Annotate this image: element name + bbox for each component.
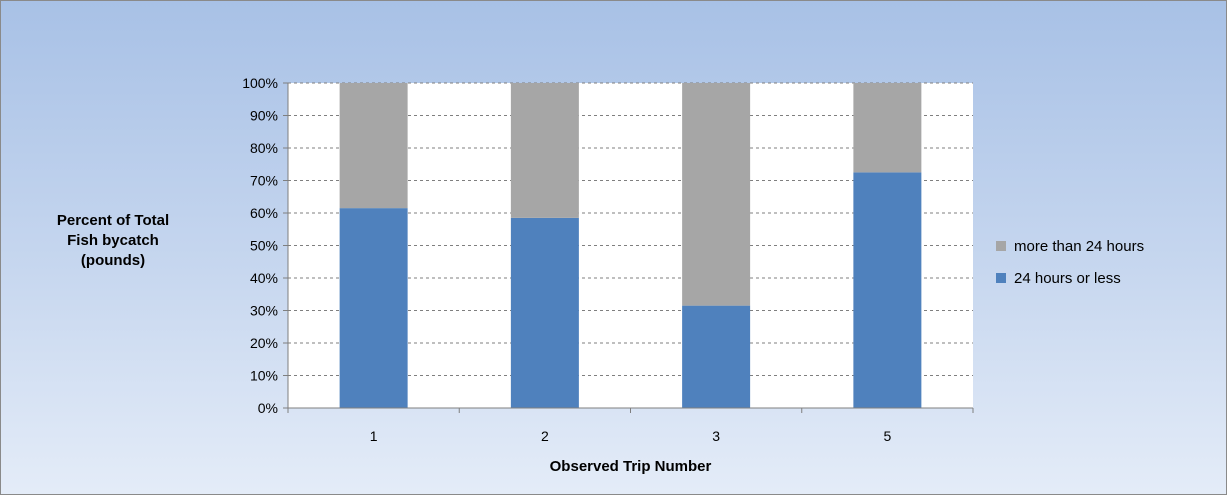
x-axis-title: Observed Trip Number	[549, 458, 712, 475]
y-tick-label: 80%	[250, 140, 278, 156]
y-tick-label: 10%	[250, 368, 278, 384]
bar-segment	[510, 217, 579, 408]
y-tick-label: 20%	[250, 335, 278, 351]
x-tick-label: 3	[712, 428, 720, 444]
y-tick-label: 70%	[250, 173, 278, 189]
bar-segment	[682, 305, 751, 408]
y-axis-title-line-3: (pounds)	[80, 252, 146, 269]
y-axis-title: Percent of Total Fish bycatch (pounds)	[28, 211, 198, 271]
x-tick-label: 2	[541, 428, 549, 444]
legend-item-more-than-24-hours: more than 24 hours	[996, 236, 1144, 256]
y-tick-label: 30%	[250, 303, 278, 319]
bar-segment	[682, 83, 751, 306]
y-axis-title-line-1: Percent of Total	[56, 212, 170, 229]
x-tick-labels: 1 2 3 5	[370, 428, 892, 444]
x-tick-label: 1	[370, 428, 378, 444]
y-axis-title-line-2: Fish bycatch	[67, 232, 159, 249]
bar-segment	[510, 83, 579, 218]
y-tick-labels: 0% 10% 20% 30% 40% 50% 60% 70% 80% 90% 100%	[242, 75, 278, 416]
bars	[339, 83, 922, 408]
y-tick-label: 60%	[250, 205, 278, 221]
y-tick-label: 50%	[250, 238, 278, 254]
legend-swatch-blue	[996, 273, 1006, 283]
x-tick-label: 5	[883, 428, 891, 444]
bar-segment	[339, 208, 408, 408]
legend: more than 24 hours 24 hours or less	[996, 236, 1144, 300]
y-tick-label: 100%	[242, 75, 278, 91]
y-tick-label: 0%	[258, 400, 278, 416]
legend-label: 24 hours or less	[1014, 269, 1121, 287]
legend-label: more than 24 hours	[1014, 237, 1145, 255]
bar-segment	[853, 172, 922, 408]
legend-swatch-gray	[996, 241, 1006, 251]
y-tick-label: 90%	[250, 108, 278, 124]
y-tick-label: 40%	[250, 270, 278, 286]
bar-segment	[853, 83, 922, 173]
axes	[283, 82, 974, 413]
bar-segment	[339, 83, 408, 209]
legend-item-24-hours-or-less: 24 hours or less	[996, 268, 1144, 288]
